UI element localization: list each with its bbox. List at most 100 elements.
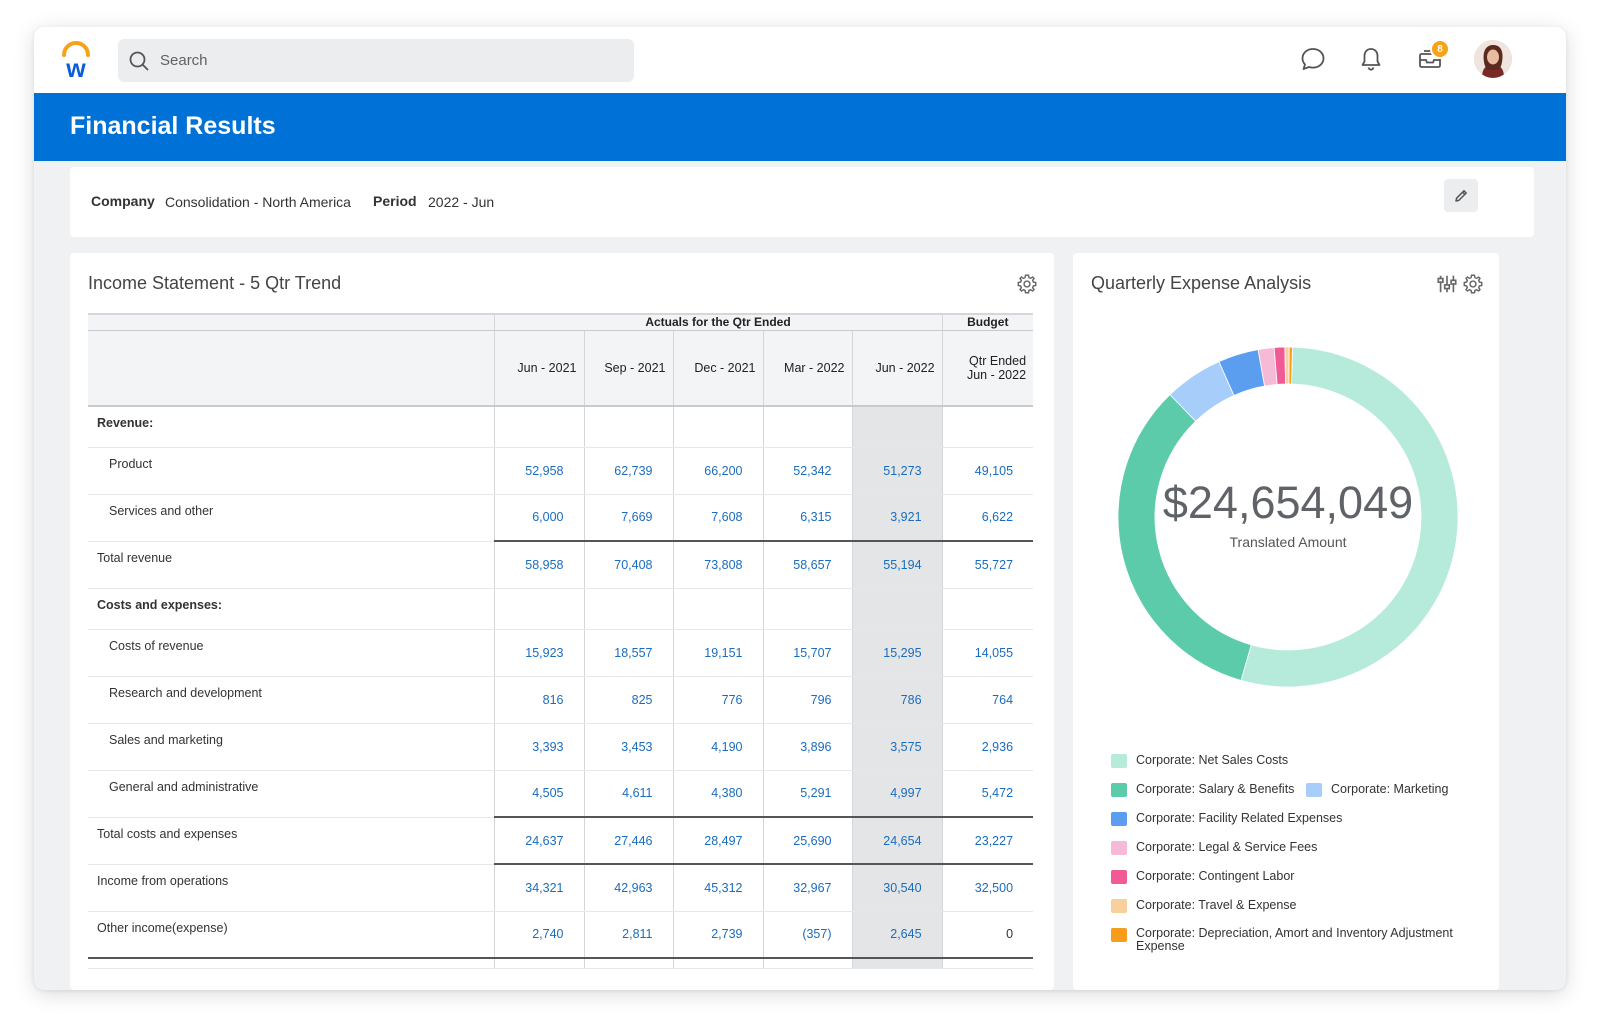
search-input[interactable]: Search — [118, 39, 634, 82]
table-cell-link[interactable]: 2,740 — [493, 911, 584, 959]
company-label: Company — [91, 193, 155, 209]
table-cell-link[interactable]: 786 — [851, 676, 943, 724]
table-row: Product 52,958 62,739 66,200 52,342 51,2… — [88, 447, 1034, 495]
table-cell-link[interactable]: 7,669 — [583, 494, 673, 542]
legend-swatch — [1111, 870, 1127, 884]
bell-icon[interactable] — [1356, 44, 1386, 74]
filter-bar: Company Consolidation - North America Pe… — [70, 167, 1534, 237]
table-cell-link[interactable]: 6,000 — [493, 494, 584, 542]
row-label: Services and other — [88, 494, 494, 542]
legend-item[interactable]: Corporate: Depreciation, Amort and Inven… — [1111, 927, 1461, 953]
gear-icon[interactable] — [1462, 273, 1484, 295]
table-cell-link[interactable]: 42,963 — [583, 863, 673, 912]
table-cell-link[interactable]: 825 — [583, 676, 673, 724]
table-cell-link[interactable]: 2,936 — [941, 723, 1034, 771]
table-cell-link[interactable]: 816 — [493, 676, 584, 724]
legend-label: Corporate: Salary & Benefits — [1136, 782, 1295, 796]
legend-item[interactable]: Corporate: Net Sales Costs — [1111, 753, 1288, 768]
table-cell-link[interactable]: 796 — [762, 676, 852, 724]
table-cell-link[interactable]: 5,472 — [941, 770, 1034, 818]
table-cell-link[interactable]: 776 — [672, 676, 763, 724]
table-cell-link[interactable]: 15,923 — [493, 629, 584, 677]
table-cell-link[interactable]: 764 — [941, 676, 1034, 724]
table-cell-link[interactable]: 27,446 — [583, 816, 673, 865]
table-cell-link[interactable]: 4,611 — [583, 770, 673, 818]
row-label: Costs and expenses: — [88, 588, 494, 630]
table-cell-link[interactable]: 73,808 — [672, 540, 763, 589]
table-cell-link[interactable]: 62,739 — [583, 447, 673, 495]
legend-item[interactable]: Corporate: Travel & Expense — [1111, 898, 1297, 913]
company-value: Consolidation - North America — [165, 194, 351, 210]
table-cell-link[interactable]: 58,657 — [762, 540, 852, 589]
donut-slice[interactable] — [1240, 346, 1459, 688]
table-cell-link[interactable]: 55,194 — [851, 540, 943, 589]
user-avatar[interactable] — [1474, 40, 1512, 78]
column-header: Qtr Ended Jun - 2022 — [941, 330, 1034, 407]
table-cell-link[interactable]: (357) — [762, 911, 852, 959]
legend-item[interactable]: Corporate: Legal & Service Fees — [1111, 840, 1317, 855]
table-cell-link[interactable]: 23,227 — [941, 816, 1034, 865]
table-cell-link[interactable]: 24,654 — [851, 816, 943, 865]
legend-label: Corporate: Travel & Expense — [1136, 898, 1297, 912]
table-cell-link[interactable]: 52,342 — [762, 447, 852, 495]
table-cell-link[interactable]: 2,645 — [851, 911, 943, 959]
table-cell-link[interactable]: 3,921 — [851, 494, 943, 542]
table-cell-link[interactable]: 3,575 — [851, 723, 943, 771]
legend-item[interactable]: Corporate: Salary & Benefits — [1111, 782, 1294, 797]
table-cell-link[interactable]: 32,500 — [941, 863, 1034, 912]
table-cell-link[interactable]: 66,200 — [672, 447, 763, 495]
table-cell-link[interactable]: 4,505 — [493, 770, 584, 818]
table-cell-link[interactable]: 5,291 — [762, 770, 852, 818]
legend-item[interactable]: Corporate: Facility Related Expenses — [1111, 811, 1342, 826]
table-cell-link[interactable]: 24,637 — [493, 816, 584, 865]
table-cell-link[interactable]: 14,055 — [941, 629, 1034, 677]
table-cell-link[interactable]: 3,393 — [493, 723, 584, 771]
row-label: Other income(expense) — [88, 911, 494, 959]
table-cell-link[interactable]: 2,739 — [672, 911, 763, 959]
table-cell-link[interactable]: 2,811 — [583, 911, 673, 959]
legend-item[interactable]: Corporate: Contingent Labor — [1111, 869, 1294, 884]
table-cell-link[interactable]: 30,540 — [851, 863, 943, 912]
donut-slice[interactable] — [1288, 346, 1293, 385]
legend-swatch — [1111, 754, 1127, 768]
table-cell-link[interactable]: 3,453 — [583, 723, 673, 771]
table-column-header: Jun - 2021 Sep - 2021 Dec - 2021 Mar - 2… — [88, 330, 1034, 407]
donut-slice[interactable] — [1284, 346, 1290, 385]
table-cell-link[interactable]: 49,105 — [941, 447, 1034, 495]
gear-icon[interactable] — [1016, 273, 1038, 295]
table-cell-link[interactable]: 3,896 — [762, 723, 852, 771]
table-cell-link[interactable]: 34,321 — [493, 863, 584, 912]
legend-item[interactable]: Corporate: Marketing — [1306, 782, 1448, 797]
workday-logo[interactable]: w — [58, 41, 94, 83]
table-cell-link[interactable]: 55,727 — [941, 540, 1034, 589]
table-header-empty — [88, 330, 494, 407]
table-cell-link[interactable]: 6,315 — [762, 494, 852, 542]
table-cell: 0 — [941, 911, 1034, 959]
table-cell-link[interactable]: 4,997 — [851, 770, 943, 818]
table-cell-link[interactable]: 19,151 — [672, 629, 763, 677]
table-header-corner — [88, 313, 494, 331]
table-cell-link[interactable]: 15,707 — [762, 629, 852, 677]
table-cell-link[interactable]: 25,690 — [762, 816, 852, 865]
edit-button[interactable] — [1444, 179, 1478, 212]
table-cell-link[interactable]: 4,380 — [672, 770, 763, 818]
income-statement-table: Actuals for the Qtr Ended Budget Jun - 2… — [88, 313, 1034, 969]
group-header-budget: Budget — [941, 313, 1034, 331]
table-cell-link[interactable]: 70,408 — [583, 540, 673, 589]
table-cell-link[interactable]: 52,958 — [493, 447, 584, 495]
filter-sliders-icon[interactable] — [1436, 273, 1458, 295]
table-cell-link[interactable]: 4,190 — [672, 723, 763, 771]
table-cell-link[interactable]: 28,497 — [672, 816, 763, 865]
table-cell-link[interactable]: 58,958 — [493, 540, 584, 589]
table-cell-link[interactable]: 51,273 — [851, 447, 943, 495]
table-cell-link[interactable]: 45,312 — [672, 863, 763, 912]
table-cell-link[interactable]: 32,967 — [762, 863, 852, 912]
table-cell-link[interactable]: 15,295 — [851, 629, 943, 677]
page-header: Financial Results — [34, 93, 1566, 161]
table-cell-link[interactable]: 6,622 — [941, 494, 1034, 542]
legend-swatch — [1111, 928, 1127, 942]
table-cell-link[interactable]: 7,608 — [672, 494, 763, 542]
table-row: Revenue: — [88, 406, 1034, 448]
table-cell-link[interactable]: 18,557 — [583, 629, 673, 677]
chat-icon[interactable] — [1298, 44, 1328, 74]
